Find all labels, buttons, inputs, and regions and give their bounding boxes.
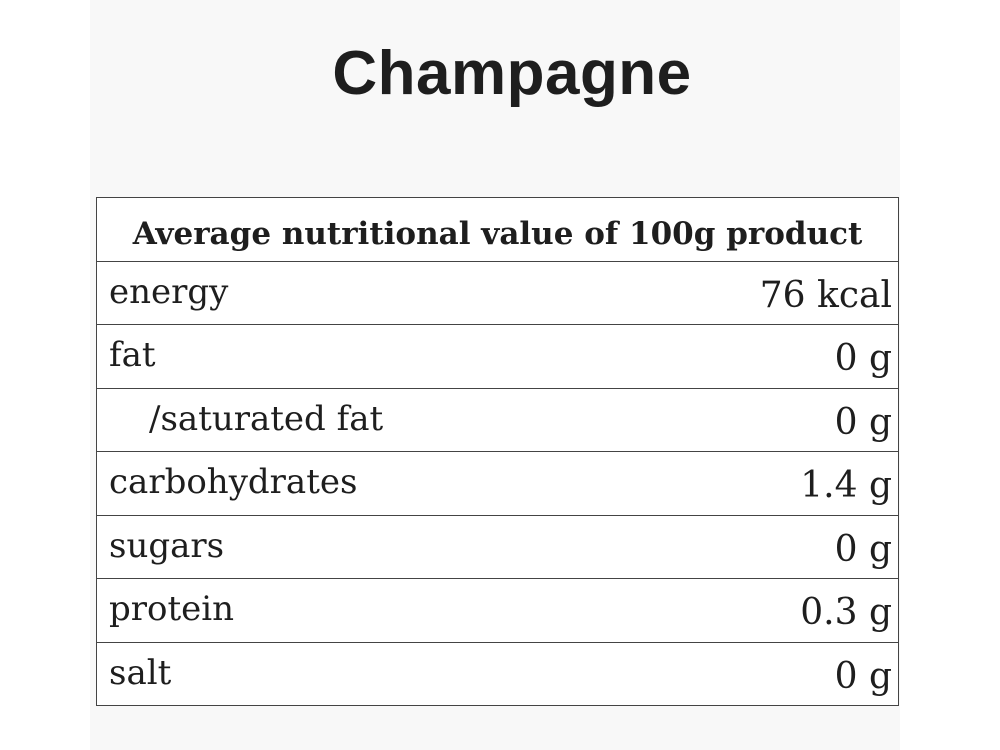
nutrient-value: 0.3 g [800, 592, 892, 633]
nutrient-value: 0 g [834, 338, 892, 379]
nutrient-label: protein [109, 589, 235, 629]
nutrient-label: sugars [109, 525, 225, 566]
nutrient-label: salt [109, 652, 172, 693]
nutrition-row-saturated-fat: /saturated fat 0 g [97, 389, 898, 452]
nutrient-label: energy [109, 271, 229, 312]
nutrition-row-energy: energy 76 kcal [97, 262, 898, 325]
nutrient-label: /saturated fat [149, 398, 384, 439]
product-title: Champagne [332, 39, 692, 108]
nutrition-row-protein: protein 0.3 g [97, 579, 898, 643]
nutrition-table-header: Average nutritional value of 100g produc… [97, 198, 898, 262]
nutrient-label: fat [109, 335, 156, 375]
nutrition-table: Average nutritional value of 100g produc… [96, 197, 899, 706]
nutrition-row-salt: salt 0 g [97, 643, 898, 707]
nutrient-value: 76 kcal [759, 274, 892, 316]
nutrition-row-carbohydrates: carbohydrates 1.4 g [97, 452, 898, 516]
nutrient-value: 0 g [834, 401, 892, 443]
nutrient-value: 0 g [834, 528, 892, 570]
nutrition-row-fat: fat 0 g [97, 325, 898, 389]
nutrient-value: 1.4 g [800, 465, 892, 506]
nutrition-row-sugars: sugars 0 g [97, 516, 898, 579]
nutrient-value: 0 g [834, 655, 892, 697]
nutrient-label: carbohydrates [109, 462, 358, 502]
